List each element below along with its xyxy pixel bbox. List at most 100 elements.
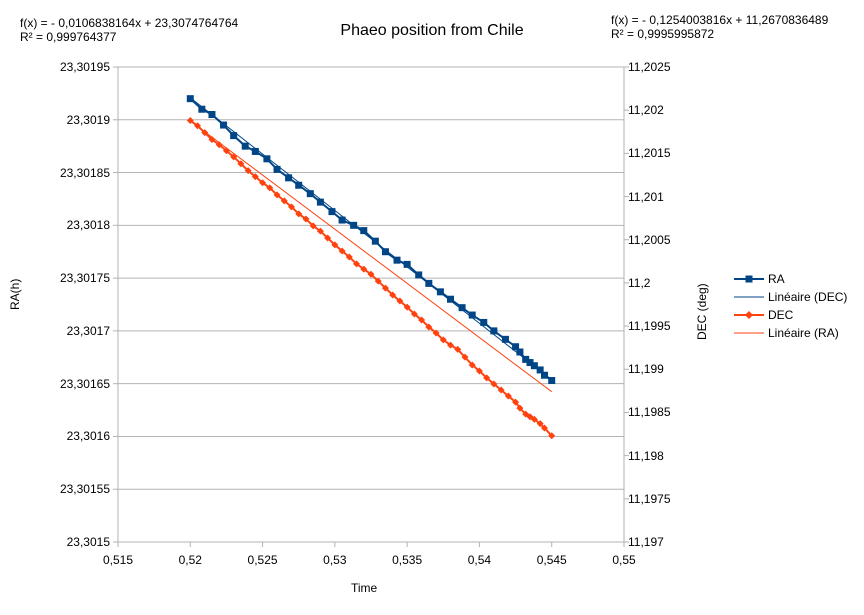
x-tick-label: 0,55 [612, 553, 636, 567]
point-dec [230, 153, 238, 161]
point-ra [263, 155, 271, 163]
point-dec [439, 336, 447, 344]
point-dec [324, 234, 332, 242]
point-dec [244, 167, 252, 175]
y-left-tick-label: 23,3019 [66, 112, 110, 127]
trend-equation-right: f(x) = - 0,1254003816x + 11,2670836489 [611, 13, 829, 27]
point-dec [309, 222, 317, 230]
point-dec [497, 386, 505, 394]
point-ra [350, 221, 358, 229]
point-dec [483, 374, 491, 382]
trendline-dec [189, 120, 553, 393]
point-ra [208, 111, 216, 118]
point-dec [548, 432, 556, 440]
y-right-tick-label: 11,197 [628, 535, 664, 549]
axes [113, 66, 629, 547]
y-left-tick-label: 23,30165 [59, 376, 110, 391]
point-dec [403, 303, 411, 311]
data-series [186, 95, 556, 440]
point-dec [389, 291, 397, 299]
point-dec [367, 270, 375, 278]
point-dec [461, 353, 469, 361]
x-tick-label: 0,54 [467, 553, 492, 567]
point-dec [186, 117, 194, 125]
y-right-tick-label: 11,2005 [628, 232, 671, 247]
point-ra [530, 362, 538, 370]
trendlines [189, 97, 553, 393]
point-dec [410, 310, 418, 318]
y-left-tick-label: 23,3015 [66, 535, 110, 549]
point-dec [418, 316, 426, 324]
point-ra [415, 271, 423, 279]
legend-item-label: Linéaire (DEC) [768, 290, 848, 304]
point-dec [425, 323, 433, 331]
point-ra [306, 190, 314, 198]
point-dec [259, 179, 267, 187]
point-ra [522, 355, 530, 363]
point-dec [374, 277, 382, 285]
x-axis-title: Time [351, 581, 378, 595]
point-dec [215, 141, 223, 149]
y-right-tick-label: 11,202 [628, 103, 664, 118]
y-right-tick-label: 11,1985 [628, 405, 671, 420]
point-dec [201, 129, 209, 137]
point-ra [273, 165, 281, 173]
point-dec [530, 415, 538, 423]
point-dec [338, 247, 346, 255]
point-ra [230, 132, 238, 140]
point-ra [512, 343, 520, 351]
point-ra [316, 198, 324, 206]
point-dec [222, 147, 230, 155]
y-left-tick-label: 23,30155 [59, 482, 110, 497]
point-dec [295, 210, 303, 218]
y-left-tick-label: 23,3017 [66, 323, 110, 338]
point-ra [501, 335, 509, 343]
point-dec [331, 241, 339, 249]
x-tick-label: 0,525 [247, 553, 278, 567]
series-line-ra [189, 97, 553, 382]
y-left-tick-label: 23,30175 [59, 271, 110, 286]
trend-equation-left: f(x) = - 0,0106838164x + 23,3074764764 [20, 16, 239, 30]
y-right-tick-label: 11,2 [628, 275, 651, 290]
point-ra [425, 279, 433, 287]
point-dec [237, 160, 245, 168]
legend-marker-diamond [745, 311, 753, 319]
x-tick-label: 0,535 [392, 553, 423, 567]
point-dec [432, 329, 440, 337]
x-tick-label: 0,545 [536, 553, 567, 567]
y-right-tick-label: 11,2015 [628, 146, 671, 161]
legend-marker-square [745, 275, 753, 283]
point-dec [287, 203, 295, 211]
legend-item-label: DEC [768, 308, 794, 322]
point-ra [447, 295, 455, 303]
point-ra [536, 366, 544, 374]
y-left-tick-label: 23,30185 [59, 165, 110, 180]
trend-r2-left: R² = 0,999764377 [20, 30, 117, 44]
point-ra [540, 371, 548, 379]
trendline-ra [189, 97, 553, 381]
point-dec [540, 424, 548, 432]
point-ra [295, 181, 303, 189]
point-ra [490, 327, 498, 335]
y-left-tick-label: 23,30195 [59, 60, 110, 74]
point-ra [220, 121, 228, 129]
y-left-tick-label: 23,3018 [66, 218, 110, 233]
point-ra [480, 318, 488, 326]
legend-markers [734, 275, 764, 334]
legend-item-label: Linéaire (RA) [768, 326, 839, 340]
point-dec [396, 297, 404, 305]
point-dec [381, 284, 389, 292]
y-right-tick-label: 11,1995 [628, 319, 671, 334]
y-right-tick-label: 11,1975 [628, 491, 671, 506]
y-right-tick-label: 11,198 [628, 448, 664, 463]
point-ra [186, 95, 194, 103]
point-dec [302, 215, 310, 223]
point-dec [353, 260, 361, 268]
point-ra [241, 142, 249, 150]
legend-item-label: RA [768, 272, 785, 286]
point-dec [360, 265, 368, 273]
point-dec [447, 341, 455, 349]
x-tick-label: 0,53 [323, 553, 347, 567]
point-dec [251, 173, 259, 181]
point-ra [328, 208, 336, 216]
